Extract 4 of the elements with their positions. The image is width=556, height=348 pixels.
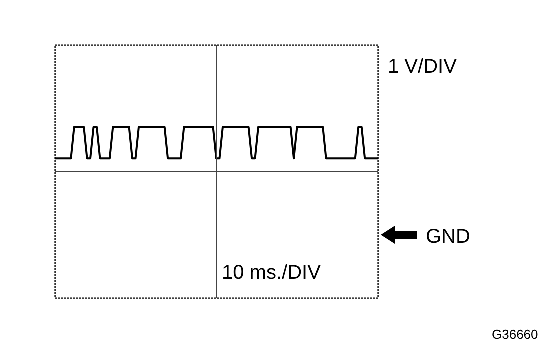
text: GND xyxy=(426,226,470,248)
text: G36660 xyxy=(492,327,538,342)
text: 1 V/DIV xyxy=(388,56,458,78)
text: 10 ms./DIV xyxy=(222,262,322,284)
